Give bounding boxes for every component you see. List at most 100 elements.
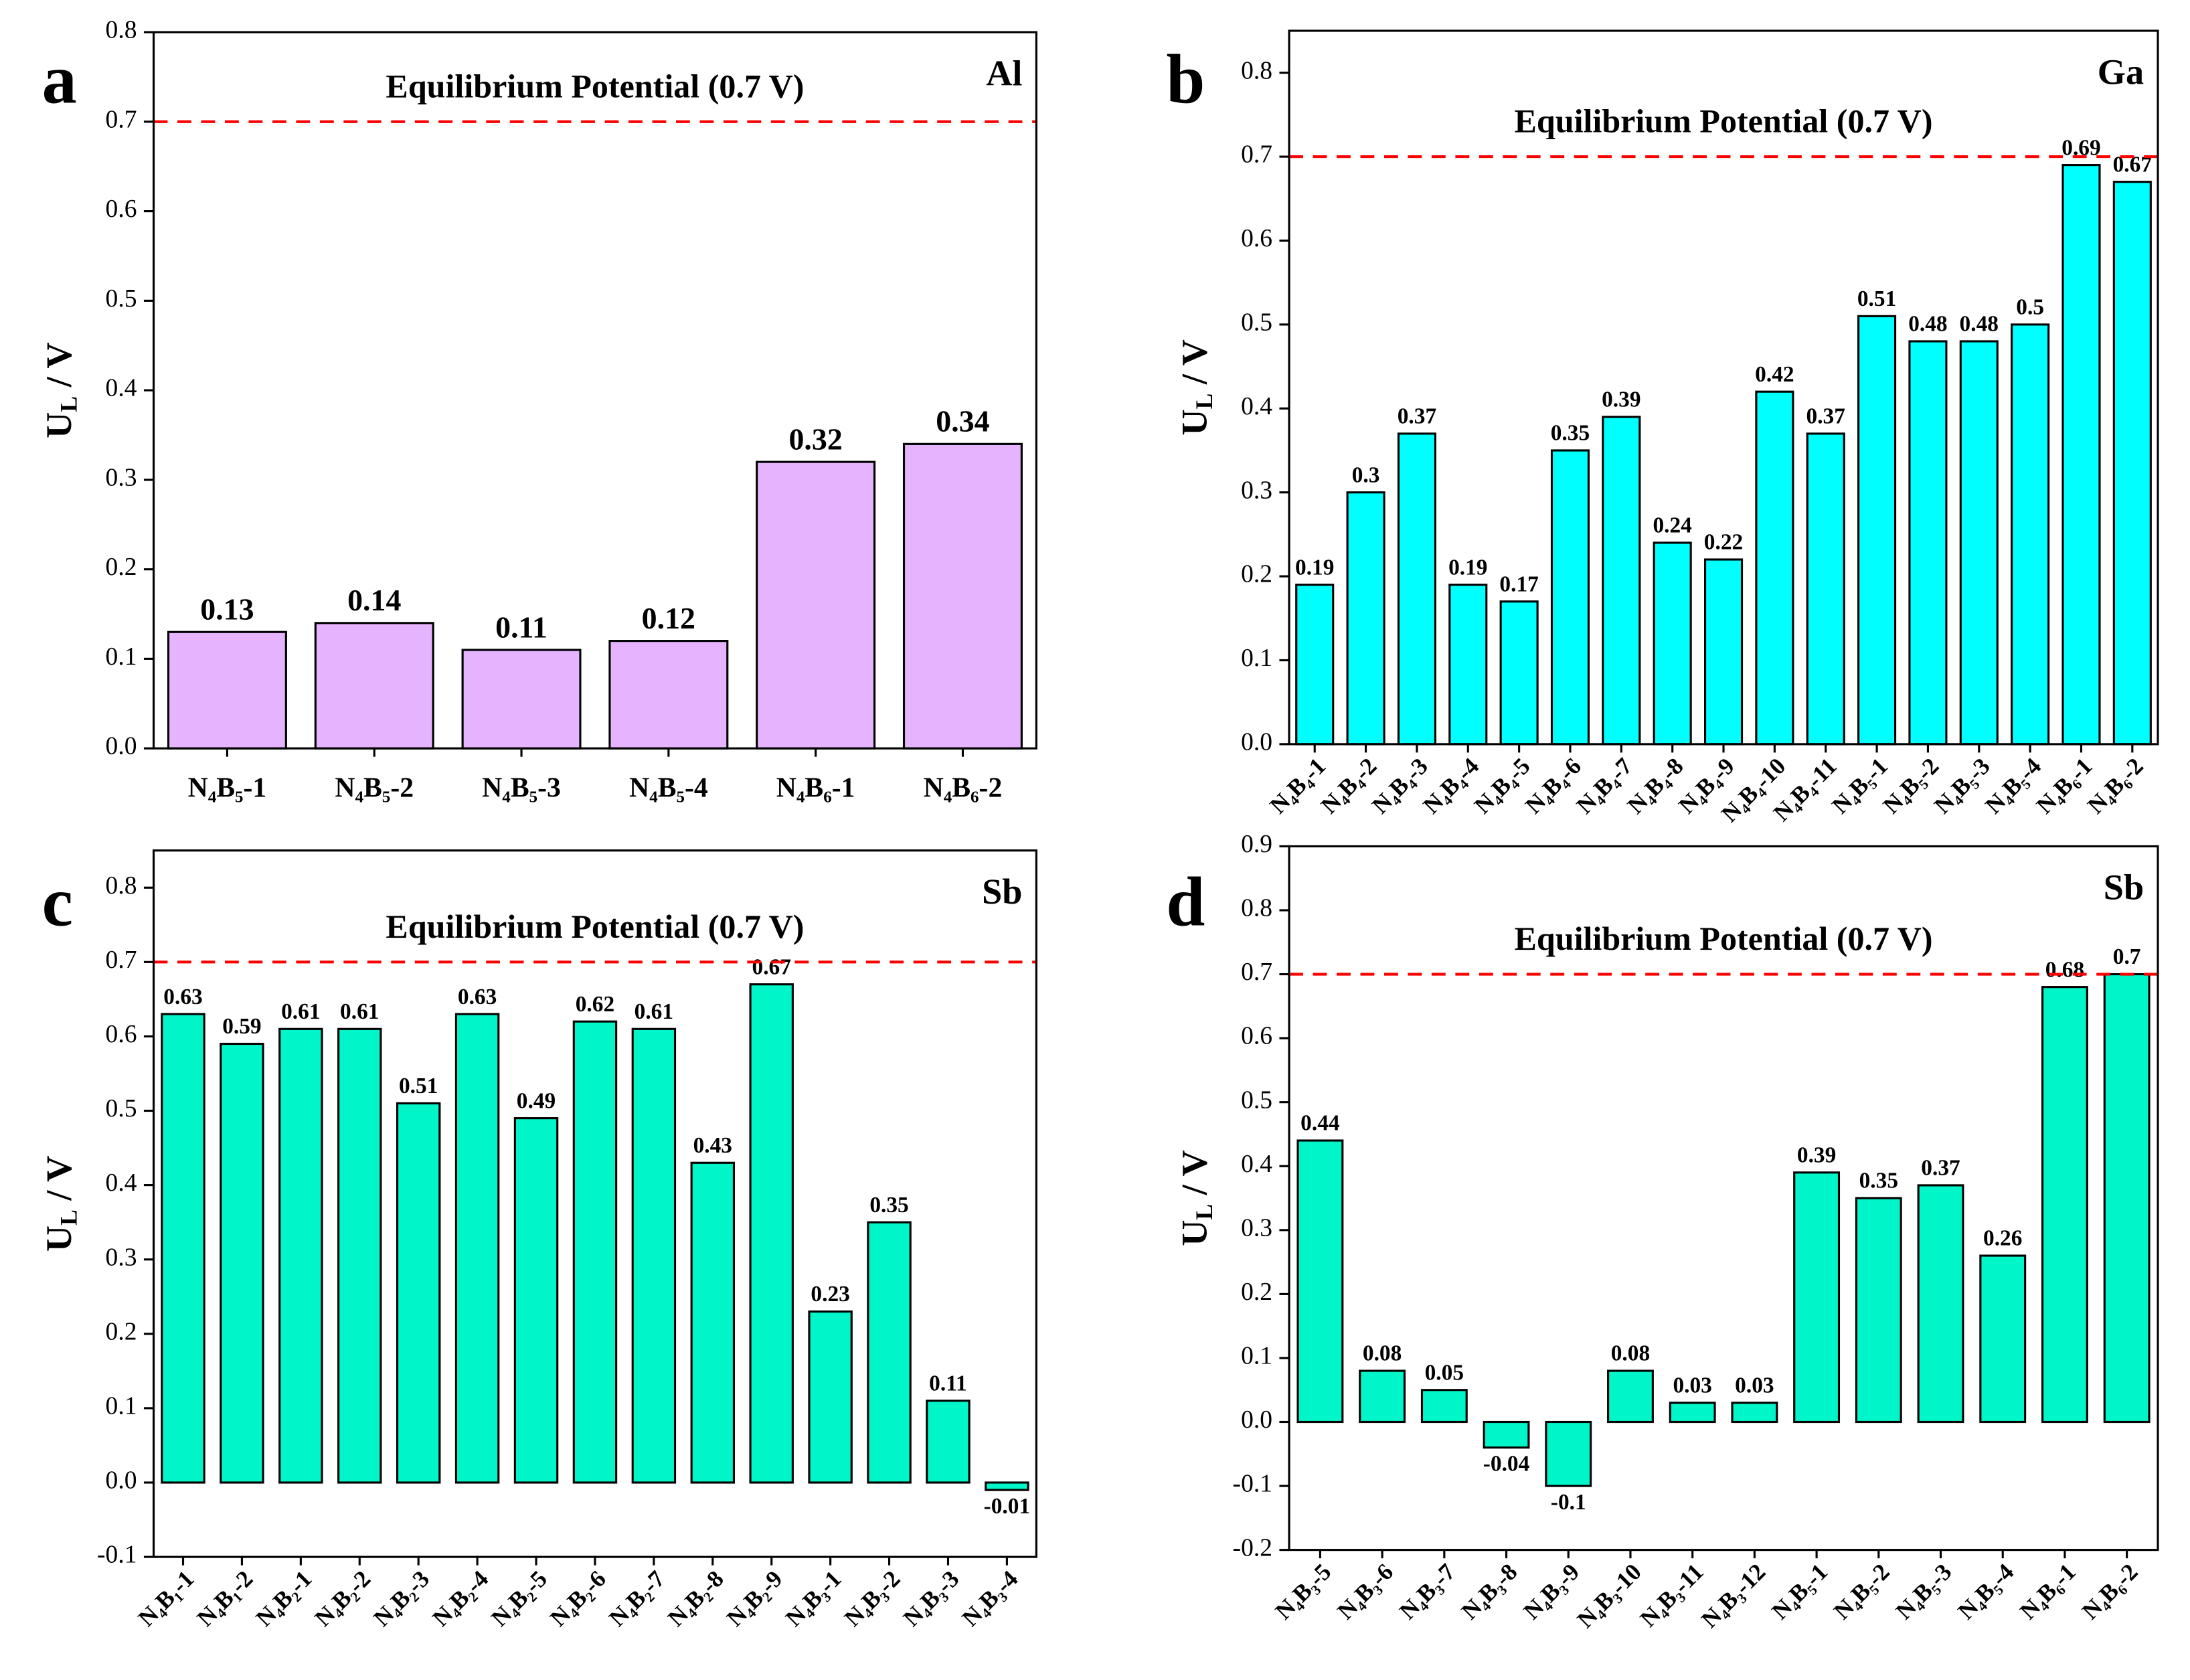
value-label: 0.63 (163, 985, 202, 1009)
y-tick-label: 0.1 (1241, 645, 1272, 672)
x-tick-label: N₄B₆-2 (2082, 752, 2149, 819)
bar (985, 1481, 1029, 1491)
bar (337, 1027, 382, 1484)
x-tick-label: N₄B₄-1 (1264, 752, 1331, 819)
value-label: 0.22 (1704, 530, 1743, 555)
value-label: 0.35 (869, 1193, 908, 1217)
annotation: Equilibrium Potential (0.7 V) (1515, 102, 1933, 139)
y-axis-label: UL / V (39, 342, 82, 438)
value-label: 0.17 (1499, 572, 1538, 596)
bar (2011, 323, 2050, 746)
x-tick-label: N₄B₃-11 (1634, 1558, 1708, 1632)
bar (1917, 1184, 1964, 1424)
x-tick-label: N₄B₅-2 (1877, 752, 1944, 819)
bar (902, 442, 1023, 750)
y-tick-label: 0.3 (106, 1244, 137, 1271)
x-tick-label: N₄B₅-3 (482, 772, 561, 803)
x-tick-label: N₄B₅-4 (1952, 1558, 2019, 1624)
x-tick-label: N₄B₃-7 (1394, 1558, 1460, 1624)
y-axis-label-part: L (1191, 394, 1217, 410)
value-label: 0.63 (458, 985, 497, 1009)
bar (167, 631, 287, 750)
bar (1908, 340, 1948, 746)
y-tick-label: 0.7 (1241, 141, 1272, 169)
annotation: Equilibrium Potential (0.7 V) (1515, 920, 1933, 957)
x-tick-label: N₄B₆-1 (2031, 752, 2097, 819)
bar (1857, 315, 1897, 746)
x-tick-label: N₄B₅-3 (1890, 1558, 1956, 1624)
panel-label: a (42, 40, 77, 118)
value-label: 0.48 (1960, 312, 1999, 337)
bar (161, 1013, 205, 1484)
value-label: 0.62 (576, 992, 614, 1017)
y-tick-label: 0.7 (106, 946, 137, 974)
y-tick-label: 0.0 (106, 1467, 137, 1495)
x-tick-label: N₄B₃-5 (1270, 1558, 1336, 1624)
x-tick-label: N₄B₄-5 (1469, 752, 1535, 819)
bar (461, 649, 582, 750)
y-tick-label: 0.5 (1241, 309, 1272, 336)
bar (690, 1161, 736, 1484)
x-tick-label: N₄B₄-6 (1520, 752, 1586, 819)
x-tick-label: N₄B₂-6 (545, 1565, 611, 1631)
value-label: 0.11 (495, 610, 548, 644)
y-tick-label: 0.2 (1241, 561, 1272, 588)
value-label: 0.03 (1673, 1373, 1711, 1398)
y-tick-label: 0.8 (1241, 895, 1272, 922)
x-tick-label: N₄B₄-8 (1622, 752, 1689, 819)
value-label: 0.13 (200, 592, 254, 626)
y-axis-label-part: U (1175, 1220, 1215, 1246)
x-tick-label: N₄B₆-2 (924, 772, 1003, 803)
value-label: 0.48 (1908, 312, 1947, 337)
value-label: 0.51 (399, 1074, 438, 1098)
bar (1397, 432, 1436, 746)
y-tick-label: 0.2 (106, 554, 137, 581)
value-label: 0.61 (281, 999, 320, 1024)
value-label: 0.08 (1363, 1341, 1402, 1366)
plot-frame (152, 31, 1037, 750)
y-axis-label-part: L (56, 396, 82, 412)
bar (572, 1020, 618, 1484)
value-label: -0.1 (1551, 1490, 1586, 1515)
value-label: 0.03 (1735, 1373, 1774, 1398)
x-tick-label: N₄B₄-3 (1367, 752, 1433, 819)
bar (749, 983, 794, 1484)
y-tick-label: 0.6 (106, 1021, 137, 1048)
plot-frame (1288, 29, 2159, 746)
y-tick-label: 0.4 (106, 375, 137, 402)
y-axis-label-part: U (39, 412, 79, 438)
y-tick-label: 0.7 (106, 106, 137, 133)
value-label: 0.08 (1611, 1341, 1650, 1366)
annotation: Equilibrium Potential (0.7 V) (386, 67, 804, 104)
bar (1346, 491, 1385, 746)
x-tick-label: N₄B₄-4 (1418, 752, 1484, 819)
value-label: 0.37 (1921, 1156, 1960, 1181)
plot-frame (1288, 845, 2159, 1551)
value-label: 0.37 (1398, 404, 1436, 429)
y-tick-label: -0.1 (97, 1541, 137, 1569)
x-tick-label: N₄B₅-2 (335, 772, 414, 803)
bar (1959, 340, 1999, 746)
value-label: 0.51 (1857, 286, 1896, 311)
bar (1793, 1171, 1841, 1424)
y-tick-label: -0.1 (1233, 1471, 1272, 1498)
value-label: 0.37 (1806, 404, 1845, 429)
y-tick-label: 0.7 (1241, 958, 1272, 986)
y-tick-label: 0.5 (1241, 1086, 1272, 1114)
panel-label: c (42, 863, 73, 940)
value-label: 0.34 (936, 404, 989, 438)
bar (1855, 1197, 1902, 1424)
corner-label: Sb (2104, 867, 2144, 908)
x-tick-label: N₄B₅-3 (1929, 752, 1995, 819)
y-tick-label: 0.3 (1241, 477, 1272, 504)
y-axis-label-part: L (56, 1209, 82, 1226)
x-tick-label: N₄B₄-7 (1571, 752, 1637, 819)
bar (926, 1400, 971, 1484)
y-tick-label: 0.1 (106, 643, 137, 671)
y-axis-label-part: U (39, 1226, 79, 1252)
x-tick-label: N₄B₃-2 (839, 1565, 905, 1631)
y-tick-label: 0.3 (1241, 1214, 1272, 1242)
bar (1731, 1402, 1778, 1424)
bar (1607, 1369, 1654, 1424)
bar (2103, 973, 2151, 1424)
